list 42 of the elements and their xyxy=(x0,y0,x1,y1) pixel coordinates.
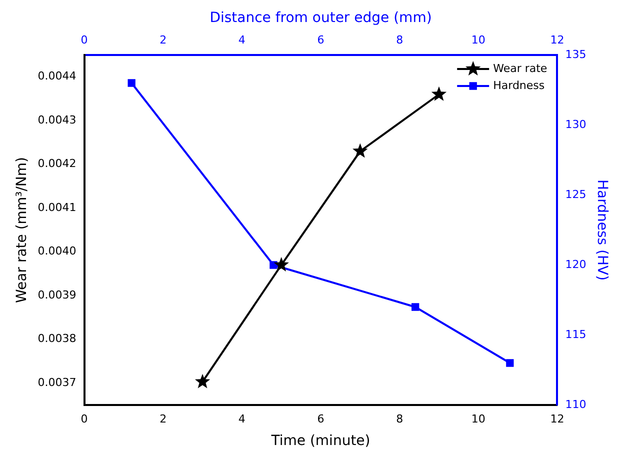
x-tick-label: 12 xyxy=(550,412,564,426)
point xyxy=(274,257,289,272)
x2-tick-label: 12 xyxy=(550,33,564,46)
y-tick-label: 0.0039 xyxy=(38,288,76,302)
point xyxy=(270,261,278,269)
y2-tick-label: 110 xyxy=(565,398,586,411)
y-tick-label: 0.0044 xyxy=(38,70,76,83)
x2-tick-label: 2 xyxy=(160,33,167,46)
y-tick-label: 0.0038 xyxy=(38,332,76,346)
x-axis-title: Time (minute) xyxy=(270,433,370,450)
y2-axis-title: Hardness (HV) xyxy=(594,179,610,281)
y-tick-label: 0.0040 xyxy=(38,244,76,258)
point xyxy=(194,374,210,388)
y2-tick-label: 120 xyxy=(565,258,586,271)
x-tick-label: 2 xyxy=(160,412,167,426)
point xyxy=(352,143,368,158)
y2-tick-label: 130 xyxy=(565,118,586,131)
y-axis-title: Wear rate (mm³/Nm) xyxy=(14,157,30,303)
x2-tick-label: 8 xyxy=(396,33,404,46)
x2-tick-label: 10 xyxy=(471,33,486,46)
x2-axis-title: Distance from outer edge (mm) xyxy=(210,10,432,26)
x-tick-label: 4 xyxy=(238,412,246,426)
y-tick-label: 0.0037 xyxy=(38,376,76,389)
point xyxy=(431,86,447,101)
y-tick-label: 0.0041 xyxy=(38,200,76,214)
point xyxy=(128,79,136,87)
y2-tick-label: 125 xyxy=(565,188,586,201)
x2-tick-label: 0 xyxy=(80,33,88,46)
x2-tick-label: 6 xyxy=(317,33,324,46)
y-tick-label: 0.0042 xyxy=(38,157,76,170)
legend-label: Wear rate xyxy=(493,62,548,75)
x2-tick-label: 4 xyxy=(238,33,246,46)
x-tick-label: 10 xyxy=(471,412,486,426)
x-tick-label: 6 xyxy=(317,412,324,426)
y2-tick-label: 135 xyxy=(565,48,586,61)
y-tick-label: 0.0043 xyxy=(38,113,76,126)
point xyxy=(506,359,514,367)
x-tick-label: 0 xyxy=(80,412,88,426)
y2-tick-label: 115 xyxy=(565,328,586,341)
x-tick-label: 8 xyxy=(396,412,404,426)
legend-label: Hardness xyxy=(493,78,545,92)
point xyxy=(412,303,420,311)
